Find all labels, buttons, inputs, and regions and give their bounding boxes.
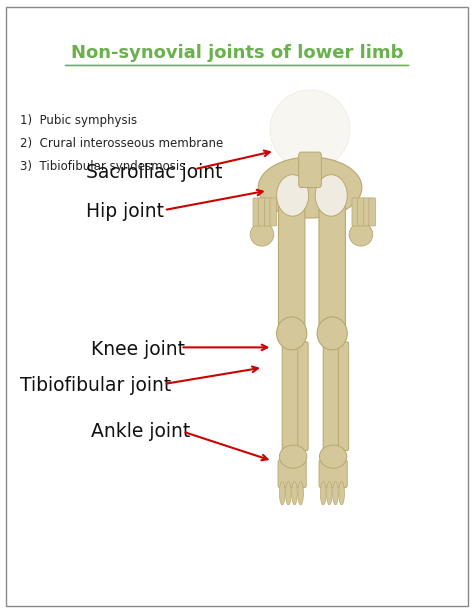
FancyBboxPatch shape bbox=[363, 198, 370, 226]
FancyBboxPatch shape bbox=[338, 342, 349, 451]
FancyBboxPatch shape bbox=[357, 198, 364, 226]
Ellipse shape bbox=[327, 482, 332, 505]
Text: Ankle joint: Ankle joint bbox=[91, 422, 190, 441]
Ellipse shape bbox=[315, 175, 347, 216]
FancyBboxPatch shape bbox=[352, 198, 358, 226]
FancyBboxPatch shape bbox=[282, 337, 299, 455]
Ellipse shape bbox=[258, 157, 362, 218]
Ellipse shape bbox=[333, 482, 338, 505]
Ellipse shape bbox=[319, 445, 347, 468]
Ellipse shape bbox=[292, 482, 297, 505]
FancyBboxPatch shape bbox=[319, 460, 347, 488]
FancyBboxPatch shape bbox=[253, 198, 260, 226]
Text: Tibiofibular joint: Tibiofibular joint bbox=[20, 376, 172, 395]
FancyBboxPatch shape bbox=[298, 342, 308, 451]
FancyBboxPatch shape bbox=[299, 152, 321, 188]
Ellipse shape bbox=[277, 317, 307, 350]
FancyBboxPatch shape bbox=[369, 198, 375, 226]
Text: Hip joint: Hip joint bbox=[86, 202, 164, 221]
Text: 1)  Pubic symphysis: 1) Pubic symphysis bbox=[20, 114, 137, 127]
FancyBboxPatch shape bbox=[323, 337, 340, 455]
Text: Sacroiliac joint: Sacroiliac joint bbox=[86, 162, 223, 181]
Ellipse shape bbox=[270, 90, 350, 169]
FancyBboxPatch shape bbox=[278, 204, 305, 335]
FancyBboxPatch shape bbox=[264, 198, 271, 226]
Ellipse shape bbox=[349, 223, 373, 246]
Text: Knee joint: Knee joint bbox=[91, 340, 185, 359]
Text: 3)  Tibiofibular syndesmosis: 3) Tibiofibular syndesmosis bbox=[20, 160, 186, 173]
Text: Non-synovial joints of lower limb: Non-synovial joints of lower limb bbox=[71, 44, 403, 63]
Ellipse shape bbox=[320, 482, 326, 505]
FancyBboxPatch shape bbox=[270, 198, 277, 226]
Ellipse shape bbox=[277, 175, 309, 216]
Ellipse shape bbox=[298, 482, 303, 505]
Ellipse shape bbox=[279, 482, 285, 505]
Ellipse shape bbox=[317, 317, 347, 350]
FancyBboxPatch shape bbox=[259, 198, 265, 226]
FancyBboxPatch shape bbox=[278, 460, 306, 488]
Ellipse shape bbox=[279, 445, 307, 468]
Ellipse shape bbox=[250, 223, 274, 246]
Ellipse shape bbox=[285, 482, 291, 505]
Text: 2)  Crural interosseous membrane: 2) Crural interosseous membrane bbox=[20, 137, 223, 150]
FancyBboxPatch shape bbox=[319, 204, 346, 335]
Ellipse shape bbox=[339, 482, 345, 505]
